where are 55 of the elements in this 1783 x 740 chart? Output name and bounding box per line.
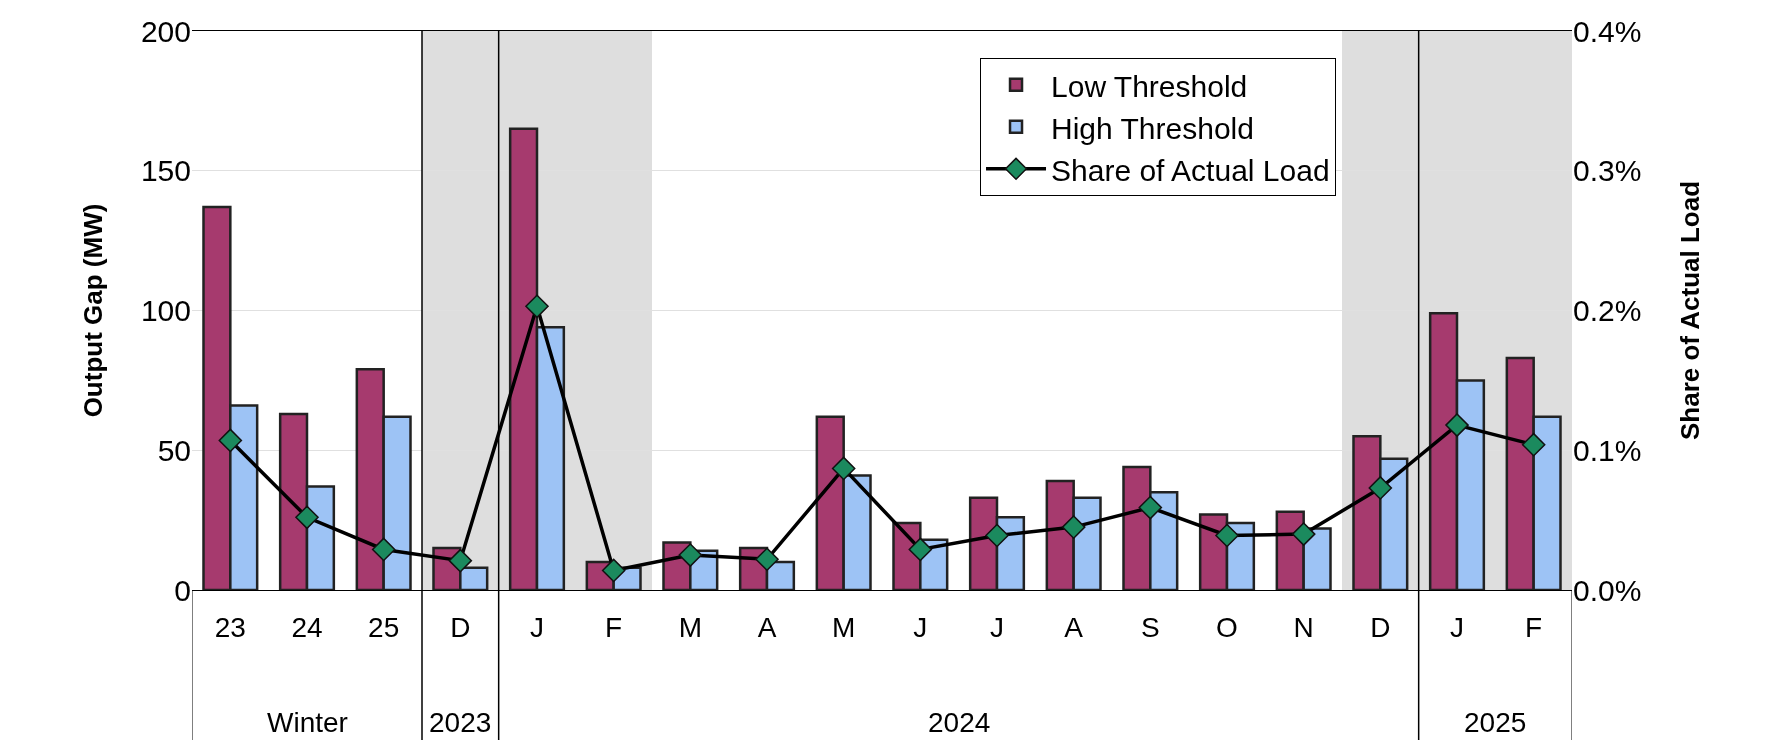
text: Winter bbox=[267, 707, 348, 738]
point bbox=[1061, 515, 1086, 539]
legend-label: High Threshold bbox=[1051, 111, 1254, 145]
point bbox=[755, 547, 779, 572]
point bbox=[601, 558, 626, 583]
y-axis-title: Output Gap (MW) bbox=[78, 203, 109, 418]
point bbox=[1445, 413, 1469, 437]
y-tick-label: 100 bbox=[140, 294, 191, 327]
x-tick-label: O bbox=[1216, 611, 1238, 643]
text: 2023 bbox=[429, 707, 492, 738]
x-tick-label: M bbox=[678, 611, 702, 643]
y-tick-label: 50 bbox=[157, 433, 191, 467]
y-tick-label: 150 bbox=[140, 154, 191, 188]
x-tick-label: J bbox=[1450, 611, 1464, 643]
legend-label: Share of Actual Load bbox=[1051, 153, 1330, 187]
point bbox=[525, 294, 549, 319]
point bbox=[908, 537, 933, 562]
text: 2025 bbox=[1464, 707, 1527, 738]
x-tick-label: F bbox=[605, 611, 623, 643]
y2-tick-label: 0.2% bbox=[1573, 294, 1642, 327]
x-tick-label: N bbox=[1293, 611, 1314, 643]
x-tick-label: J bbox=[990, 611, 1004, 643]
y2-tick-label: 0.0% bbox=[1573, 573, 1642, 607]
x-tick-label: D bbox=[450, 611, 471, 643]
y2-tick-label: 0.4% bbox=[1573, 14, 1642, 48]
x-tick-label: F bbox=[1525, 611, 1543, 643]
point bbox=[678, 543, 703, 567]
y-tick-label: 0 bbox=[174, 573, 191, 607]
x-tick-label: M bbox=[832, 611, 856, 643]
point bbox=[831, 456, 856, 481]
y2-axis-title: Share of Actual Load bbox=[1675, 180, 1706, 441]
x-tick-label: 24 bbox=[291, 611, 323, 643]
text: 2024 bbox=[928, 707, 991, 738]
legend-label: Low Threshold bbox=[1051, 69, 1248, 103]
x-tick-label: D bbox=[1370, 611, 1391, 643]
y-tick-label: 200 bbox=[140, 14, 191, 48]
y2-tick-label: 0.1% bbox=[1573, 433, 1642, 467]
point bbox=[448, 548, 473, 573]
x-tick-label: J bbox=[913, 611, 928, 643]
x-tick-label: 23 bbox=[214, 611, 246, 643]
point bbox=[1291, 522, 1316, 546]
x-tick-label: 25 bbox=[368, 611, 400, 643]
point bbox=[371, 537, 396, 562]
point bbox=[295, 505, 319, 530]
point bbox=[218, 428, 243, 453]
point bbox=[1521, 432, 1546, 457]
point bbox=[985, 523, 1009, 548]
point bbox=[1368, 476, 1393, 500]
x-tick-label: S bbox=[1140, 611, 1160, 643]
x-tick-label: J bbox=[530, 611, 544, 643]
point bbox=[1138, 495, 1163, 520]
point bbox=[1215, 523, 1239, 548]
x-tick-label: A bbox=[1064, 611, 1084, 643]
x-tick-label: A bbox=[757, 611, 777, 643]
y2-tick-label: 0.3% bbox=[1573, 154, 1642, 188]
